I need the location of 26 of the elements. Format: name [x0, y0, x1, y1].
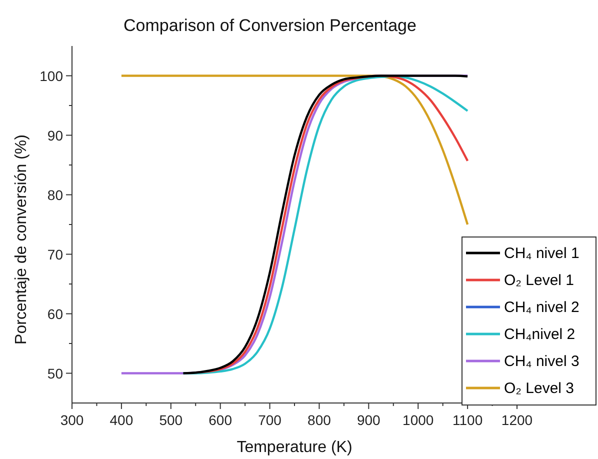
line-series — [120, 74, 469, 226]
x-tick-label: 400 — [110, 412, 134, 428]
legend-label: CH₄nivel 2 — [504, 326, 576, 343]
y-tick-label: 100 — [40, 68, 64, 84]
x-tick-label: 800 — [308, 412, 332, 428]
x-tick-label: 1200 — [501, 412, 533, 428]
y-tick-label: 90 — [47, 127, 64, 144]
legend-label: O₂ Level 3 — [504, 380, 574, 397]
y-tick-label: 60 — [47, 306, 64, 322]
chart-title: Comparison of Conversion Percentage — [124, 16, 416, 35]
x-tick-label: 500 — [159, 412, 183, 428]
legend-label: CH₄ nivel 2 — [504, 299, 580, 316]
y-tick-label: 50 — [47, 365, 64, 382]
y-tick-label: 70 — [47, 246, 64, 262]
x-axis-title: Temperature (K) — [236, 439, 352, 456]
legend-label: CH₄ nivel 3 — [504, 353, 580, 370]
x-tick-label: 900 — [356, 412, 381, 428]
legend-label: CH₄ nivel 1 — [504, 245, 580, 262]
x-tick-label: 600 — [208, 412, 232, 428]
legend-label: O₂ Level 1 — [504, 272, 574, 289]
x-tick-label: 700 — [258, 412, 282, 428]
x-tick-label: 1100 — [452, 412, 483, 428]
y-tick-label: 80 — [47, 186, 64, 203]
x-tick-label: 1000 — [402, 412, 434, 428]
x-tick-label: 300 — [60, 412, 84, 428]
y-axis-title: Porcentaje de conversión (%) — [13, 134, 30, 344]
